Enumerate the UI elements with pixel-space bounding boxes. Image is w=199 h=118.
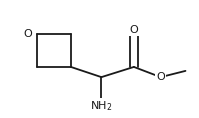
Text: O: O <box>156 72 165 82</box>
Text: O: O <box>130 25 138 35</box>
Text: NH$_2$: NH$_2$ <box>90 99 113 113</box>
Text: O: O <box>23 29 32 39</box>
